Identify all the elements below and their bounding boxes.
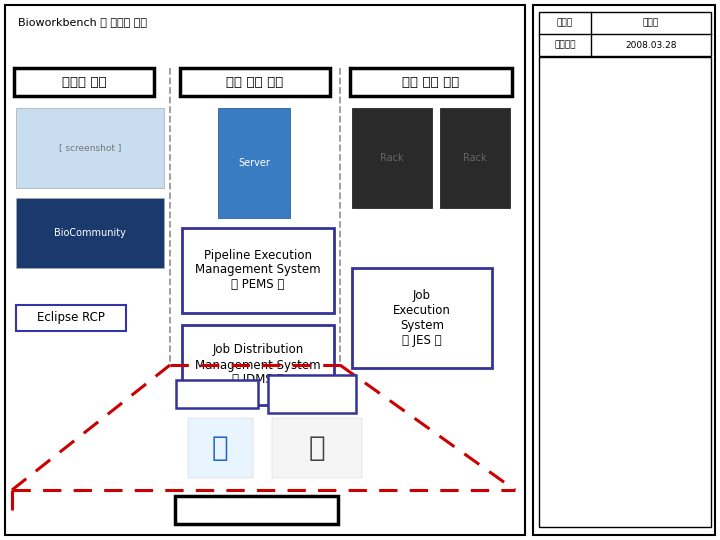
Text: BioCommunity: BioCommunity [54,228,126,238]
Text: Server: Server [238,158,270,168]
Text: 2008.03.28: 2008.03.28 [625,40,677,50]
Bar [539,12,711,56]
Bar [14,68,154,96]
Text: Rack: Rack [463,153,487,163]
Bar [175,496,338,524]
Text: [ screenshot ]: [ screenshot ] [59,144,121,152]
Bar [182,325,334,405]
Bar [440,108,510,208]
Bar [176,380,258,408]
Bar [16,108,164,188]
Text: 작업 수행 계층: 작업 수행 계층 [402,76,459,89]
Text: MySQL: MySQL [196,388,238,401]
Bar [268,375,356,413]
Text: Directory
Manager: Directory Manager [283,380,341,408]
Text: Rack: Rack [380,153,404,163]
Text: Bioworkbench 에 적용된 요소: Bioworkbench 에 적용된 요소 [18,17,147,27]
Text: Job Distribution
Management System
（ JDMS ）: Job Distribution Management System （ JDM… [195,343,321,387]
Text: 조성훈: 조성훈 [643,18,659,28]
Text: Eclipse RCP: Eclipse RCP [37,312,105,325]
Bar [16,305,126,331]
Bar [350,68,512,96]
Text: 데이터 관리 계층: 데이터 관리 계층 [223,503,289,516]
Text: 사용자 계층: 사용자 계층 [62,76,107,89]
Bar [539,57,711,527]
Text: 작성자: 작성자 [557,18,573,28]
Bar [218,108,290,218]
Bar [182,228,334,313]
Bar [352,108,432,208]
Bar [272,418,362,478]
Bar [5,5,525,535]
Text: 💾: 💾 [212,434,228,462]
Text: 💿: 💿 [309,434,325,462]
Text: Job
Execution
System
（ JES ）: Job Execution System （ JES ） [393,289,451,347]
Text: Pipeline Execution
Management System
（ PEMS ）: Pipeline Execution Management System （ P… [195,248,321,292]
Text: 작성일자: 작성일자 [554,40,576,50]
Bar [188,418,253,478]
Bar [180,68,330,96]
Bar [352,268,492,368]
Bar [533,5,715,535]
Text: 작업 분배 계층: 작업 분배 계층 [226,76,284,89]
Bar [16,198,164,268]
